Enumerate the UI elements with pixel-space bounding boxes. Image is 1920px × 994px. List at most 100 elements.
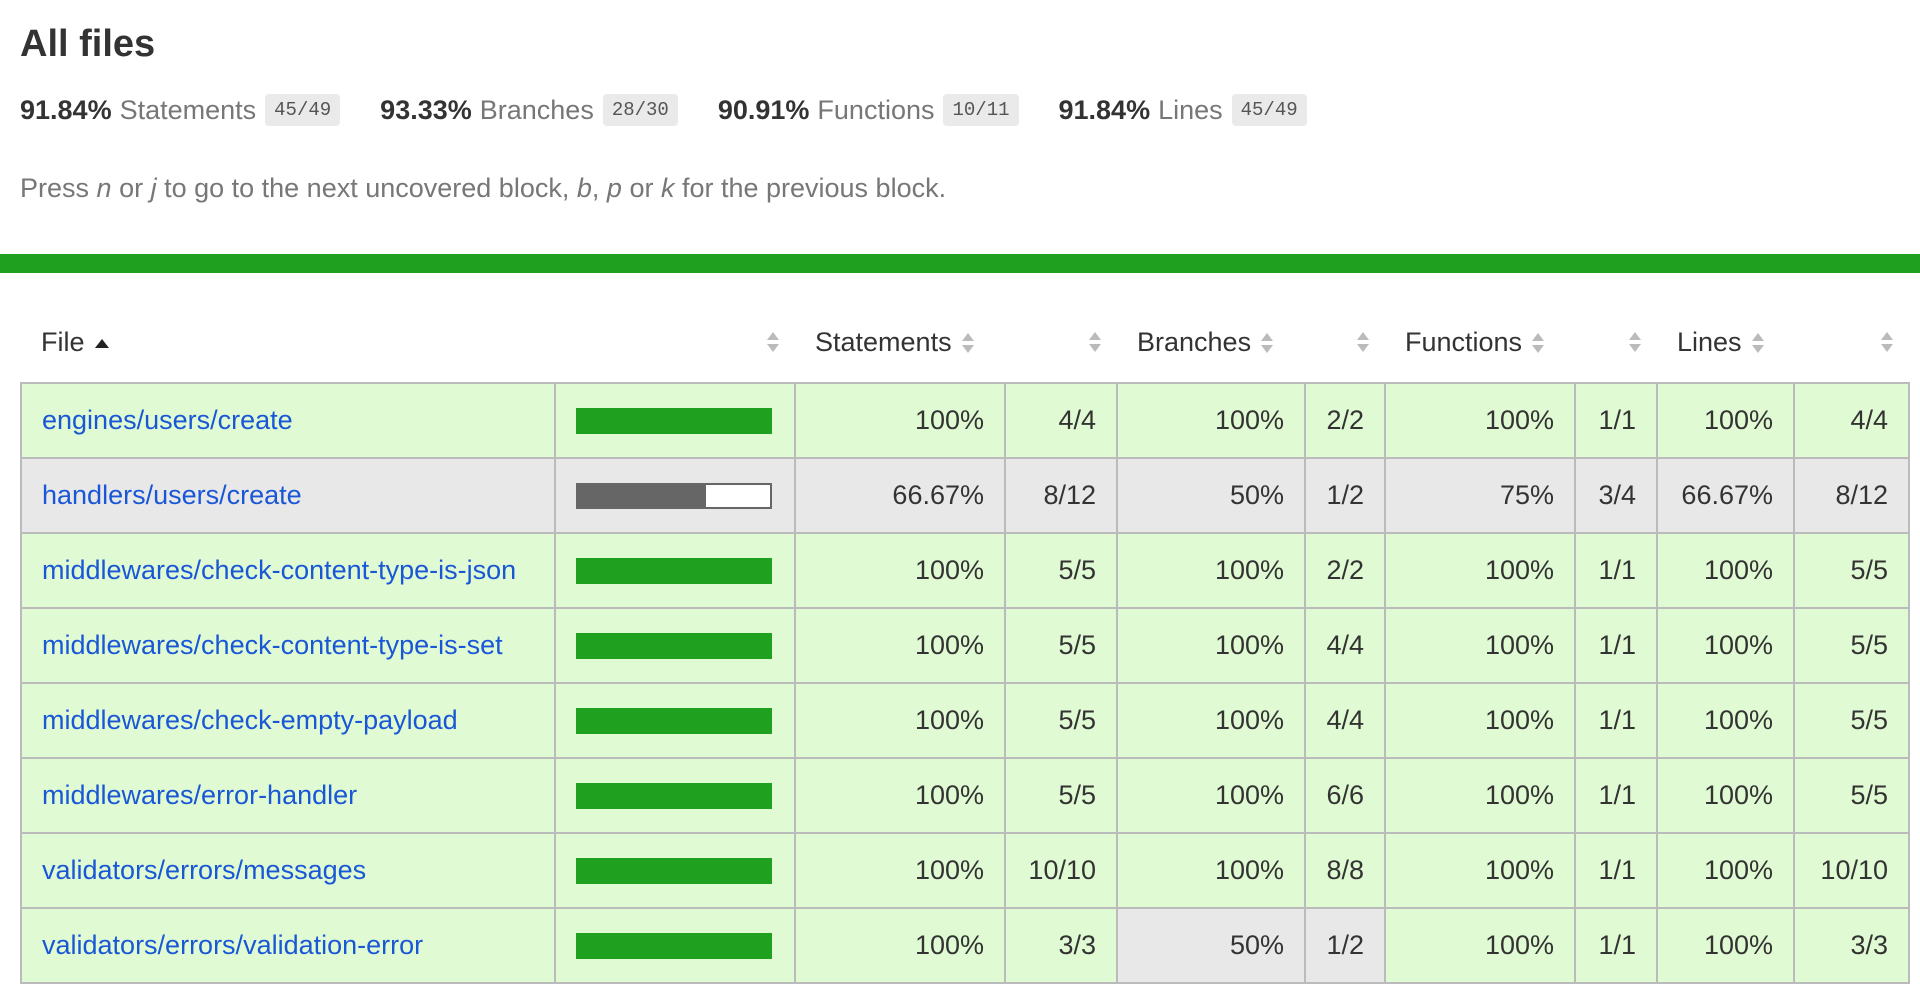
file-link[interactable]: middlewares/error-handler — [42, 780, 358, 810]
coverage-status-bar — [0, 254, 1920, 273]
functions-pct: 100% — [1384, 382, 1576, 459]
table-row: handlers/users/create 66.67% 8/12 50% 1/… — [20, 457, 1910, 534]
file-cell: middlewares/error-handler — [20, 757, 556, 834]
lines-pct: 100% — [1656, 907, 1795, 984]
coverage-bar-cell — [554, 607, 796, 684]
file-link[interactable]: engines/users/create — [42, 405, 293, 435]
summary-label: Branches — [479, 94, 594, 125]
functions-pct: 100% — [1384, 832, 1576, 909]
hint-key: p — [606, 173, 622, 203]
sort-icon — [767, 331, 779, 353]
lines-fraction: 10/10 — [1793, 832, 1910, 909]
branches-fraction: 2/2 — [1304, 532, 1386, 609]
statements-pct: 100% — [794, 382, 1006, 459]
summary-fraction-badge: 28/30 — [602, 94, 678, 126]
keyboard-hint: Press n or j to go to the next uncovered… — [20, 170, 1900, 206]
file-link[interactable]: middlewares/check-empty-payload — [42, 705, 458, 735]
sort-icon — [1532, 332, 1545, 354]
functions-fraction: 1/1 — [1574, 682, 1658, 759]
statements-pct: 100% — [794, 682, 1006, 759]
table-row: engines/users/create 100% 4/4 100% 2/2 1… — [20, 382, 1910, 459]
table-header-row: File Statements Branches Functions Lines — [21, 302, 1909, 383]
file-cell: middlewares/check-content-type-is-json — [20, 532, 556, 609]
column-header-file[interactable]: File — [21, 302, 555, 383]
coverage-bar-cell — [554, 757, 796, 834]
summary-metrics: 91.84% Statements 45/49 93.33% Branches … — [20, 92, 1900, 128]
file-link[interactable]: middlewares/check-content-type-is-set — [42, 630, 503, 660]
coverage-bar-cell — [554, 907, 796, 984]
lines-fraction: 5/5 — [1793, 532, 1910, 609]
functions-fraction: 1/1 — [1574, 757, 1658, 834]
table-row: middlewares/check-empty-payload 100% 5/5… — [20, 682, 1910, 759]
functions-pct: 100% — [1384, 907, 1576, 984]
summary-pct: 91.84% — [20, 94, 112, 125]
table-row: middlewares/check-content-type-is-set 10… — [20, 607, 1910, 684]
column-header-statements-raw[interactable] — [1005, 302, 1117, 383]
column-header-lines[interactable]: Lines — [1657, 302, 1794, 383]
page-title: All files — [20, 23, 156, 65]
column-header-branches[interactable]: Branches — [1117, 302, 1305, 383]
hint-text: to go to the next uncovered block, — [156, 173, 577, 203]
summary-statements: 91.84% Statements 45/49 — [20, 94, 341, 126]
statements-pct: 100% — [794, 832, 1006, 909]
lines-fraction: 5/5 — [1793, 757, 1910, 834]
file-cell: middlewares/check-content-type-is-set — [20, 607, 556, 684]
functions-pct: 100% — [1384, 682, 1576, 759]
functions-fraction: 1/1 — [1574, 382, 1658, 459]
coverage-bar — [576, 707, 772, 734]
column-header-functions-raw[interactable] — [1575, 302, 1657, 383]
statements-fraction: 3/3 — [1004, 907, 1118, 984]
lines-pct: 66.67% — [1656, 457, 1795, 534]
column-label: Branches — [1137, 326, 1252, 357]
sort-icon — [1089, 331, 1101, 353]
file-link[interactable]: middlewares/check-content-type-is-json — [42, 555, 517, 585]
statements-fraction: 5/5 — [1004, 532, 1118, 609]
lines-pct: 100% — [1656, 682, 1795, 759]
column-header-branches-raw[interactable] — [1305, 302, 1385, 383]
summary-label: Statements — [119, 94, 257, 125]
summary-branches: 93.33% Branches 28/30 — [380, 94, 678, 126]
column-header-file-bar[interactable] — [555, 302, 795, 383]
coverage-bar — [576, 857, 772, 884]
file-link[interactable]: handlers/users/create — [42, 480, 302, 510]
statements-fraction: 4/4 — [1004, 382, 1118, 459]
column-header-lines-raw[interactable] — [1794, 302, 1909, 383]
branches-pct: 50% — [1116, 907, 1306, 984]
column-header-functions[interactable]: Functions — [1385, 302, 1575, 383]
file-link[interactable]: validators/errors/validation-error — [42, 930, 424, 960]
statements-fraction: 5/5 — [1004, 757, 1118, 834]
coverage-bar — [576, 932, 772, 959]
hint-key: k — [660, 173, 675, 203]
statements-fraction: 10/10 — [1004, 832, 1118, 909]
statements-fraction: 5/5 — [1004, 682, 1118, 759]
lines-pct: 100% — [1656, 832, 1795, 909]
hint-key: j — [150, 173, 157, 203]
coverage-bar-cell — [554, 532, 796, 609]
coverage-table-wrap: File Statements Branches Functions Lines… — [0, 302, 1920, 984]
branches-pct: 50% — [1116, 457, 1306, 534]
summary-pct: 90.91% — [717, 94, 810, 125]
coverage-table: File Statements Branches Functions Lines… — [20, 302, 1910, 984]
branches-fraction: 1/2 — [1304, 457, 1386, 534]
file-cell: middlewares/check-empty-payload — [20, 682, 556, 759]
branches-fraction: 8/8 — [1304, 832, 1386, 909]
statements-pct: 100% — [794, 757, 1006, 834]
branches-fraction: 4/4 — [1304, 607, 1386, 684]
column-label: Statements — [815, 326, 952, 357]
summary-fraction-badge: 10/11 — [943, 94, 1019, 126]
branches-pct: 100% — [1116, 757, 1306, 834]
summary-fraction-badge: 45/49 — [265, 94, 341, 126]
lines-fraction: 8/12 — [1793, 457, 1910, 534]
branches-fraction: 6/6 — [1304, 757, 1386, 834]
column-label: Functions — [1405, 326, 1523, 357]
lines-fraction: 4/4 — [1793, 382, 1910, 459]
lines-pct: 100% — [1656, 607, 1795, 684]
statements-fraction: 8/12 — [1004, 457, 1118, 534]
coverage-bar-cell — [554, 382, 796, 459]
file-link[interactable]: validators/errors/messages — [42, 855, 367, 885]
hint-text: or — [621, 173, 661, 203]
column-header-statements[interactable]: Statements — [795, 302, 1005, 383]
sort-icon — [1629, 331, 1641, 353]
sort-asc-icon — [94, 338, 109, 348]
coverage-bar — [576, 782, 772, 809]
